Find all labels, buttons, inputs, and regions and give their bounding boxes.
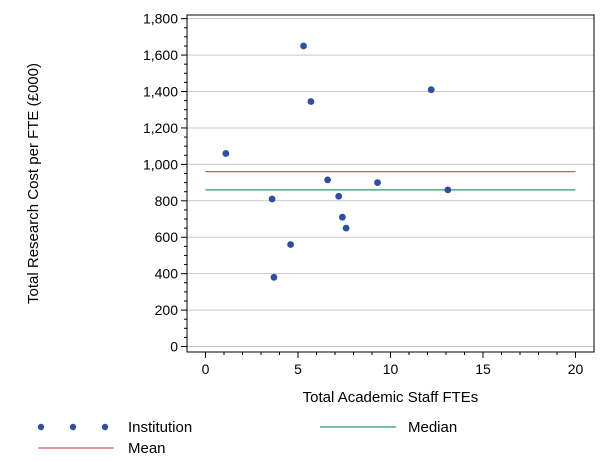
y-tick-label: 1,200 [143,120,178,136]
data-point [307,98,315,105]
y-axis-title: Total Research Cost per FTE (£000) [25,63,42,304]
data-point [374,179,381,186]
y-tick-label: 200 [155,302,179,318]
gridlines [187,18,594,348]
legend-label-institution: Institution [128,419,192,436]
legend: Institution Median Mean [37,419,457,457]
data-point [287,241,294,248]
data-point [300,42,307,50]
y-tick-label: 1,600 [143,47,178,63]
legend-label-mean: Mean [128,440,166,457]
y-tick-label: 800 [155,193,179,209]
x-axis-ticks: 0 5 10 15 20 [202,352,584,377]
data-point [444,186,452,194]
reference-lines [205,171,576,191]
y-tick-label: 0 [170,339,178,355]
data-point [427,86,435,94]
data-points [222,42,452,281]
y-tick-label: 1,000 [143,156,178,172]
y-tick-label: 600 [155,229,179,245]
plot-area-frame [186,14,595,353]
x-tick-label: 5 [294,361,302,377]
legend-label-median: Median [408,419,457,436]
x-tick-label: 0 [202,361,210,377]
x-axis-title: Total Academic Staff FTEs [303,389,479,406]
x-tick-label: 20 [568,361,584,377]
y-axis-ticks: 0 200 400 600 800 1,000 1,200 1,400 1,600 1,800 [143,11,187,355]
y-tick-label: 1,400 [143,84,178,100]
legend-marker-institution [101,423,109,431]
y-tick-label: 400 [155,266,179,282]
data-point [222,150,230,157]
x-tick-label: 10 [383,361,399,377]
data-point [339,213,346,221]
y-tick-label: 1,800 [143,11,178,27]
data-point [270,273,278,281]
legend-marker-institution [37,423,45,431]
data-point [342,224,350,232]
data-point [268,195,276,203]
data-point [335,192,343,200]
legend-marker-institution [69,423,77,431]
x-tick-label: 15 [475,361,491,377]
data-point [324,176,331,184]
